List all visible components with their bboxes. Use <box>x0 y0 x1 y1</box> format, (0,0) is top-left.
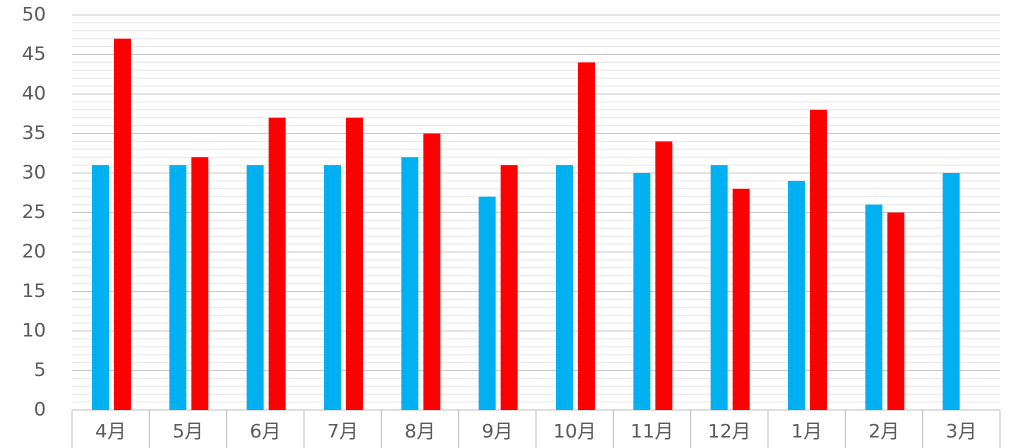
bar <box>810 109 827 411</box>
y-tick-label: 10 <box>22 320 46 342</box>
bar <box>578 62 595 411</box>
bar <box>423 133 441 410</box>
bar <box>92 165 109 410</box>
x-tick-label: 10月 <box>553 421 596 443</box>
bar <box>478 196 496 410</box>
bar <box>346 117 363 410</box>
y-tick-label: 0 <box>34 399 46 421</box>
x-tick-label: 8月 <box>404 421 435 443</box>
x-tick-label: 4月 <box>95 421 126 443</box>
y-tick-label: 5 <box>34 359 46 381</box>
bar <box>633 173 651 410</box>
x-tick-label: 12月 <box>708 421 751 443</box>
bar <box>865 204 883 410</box>
bar <box>324 165 341 410</box>
y-tick-label: 20 <box>22 241 46 263</box>
bar <box>887 212 905 410</box>
bar <box>556 165 573 410</box>
x-tick-label: 7月 <box>327 421 358 443</box>
x-tick-label: 3月 <box>946 421 977 443</box>
bar <box>500 165 518 410</box>
y-tick-label: 30 <box>22 162 46 184</box>
x-tick-label: 5月 <box>172 421 203 443</box>
y-tick-label: 45 <box>22 43 46 65</box>
y-tick-label: 15 <box>22 280 46 302</box>
y-tick-label: 40 <box>22 83 46 105</box>
bar <box>942 173 960 410</box>
bar <box>246 165 264 410</box>
bar <box>401 157 419 410</box>
bar <box>191 157 209 410</box>
y-tick-label: 50 <box>22 4 46 26</box>
bar <box>114 38 131 410</box>
bar <box>655 141 673 410</box>
bar <box>732 188 750 410</box>
y-tick-label: 35 <box>22 122 46 144</box>
bar <box>710 165 728 410</box>
y-tick-label: 25 <box>22 201 46 223</box>
x-tick-label: 1月 <box>791 421 822 443</box>
x-tick-label: 9月 <box>482 421 513 443</box>
bar <box>268 117 286 410</box>
bar <box>169 165 187 410</box>
x-tick-label: 2月 <box>868 421 899 443</box>
bar <box>788 180 805 410</box>
x-tick-label: 6月 <box>250 421 281 443</box>
x-tick-label: 11月 <box>630 421 673 443</box>
